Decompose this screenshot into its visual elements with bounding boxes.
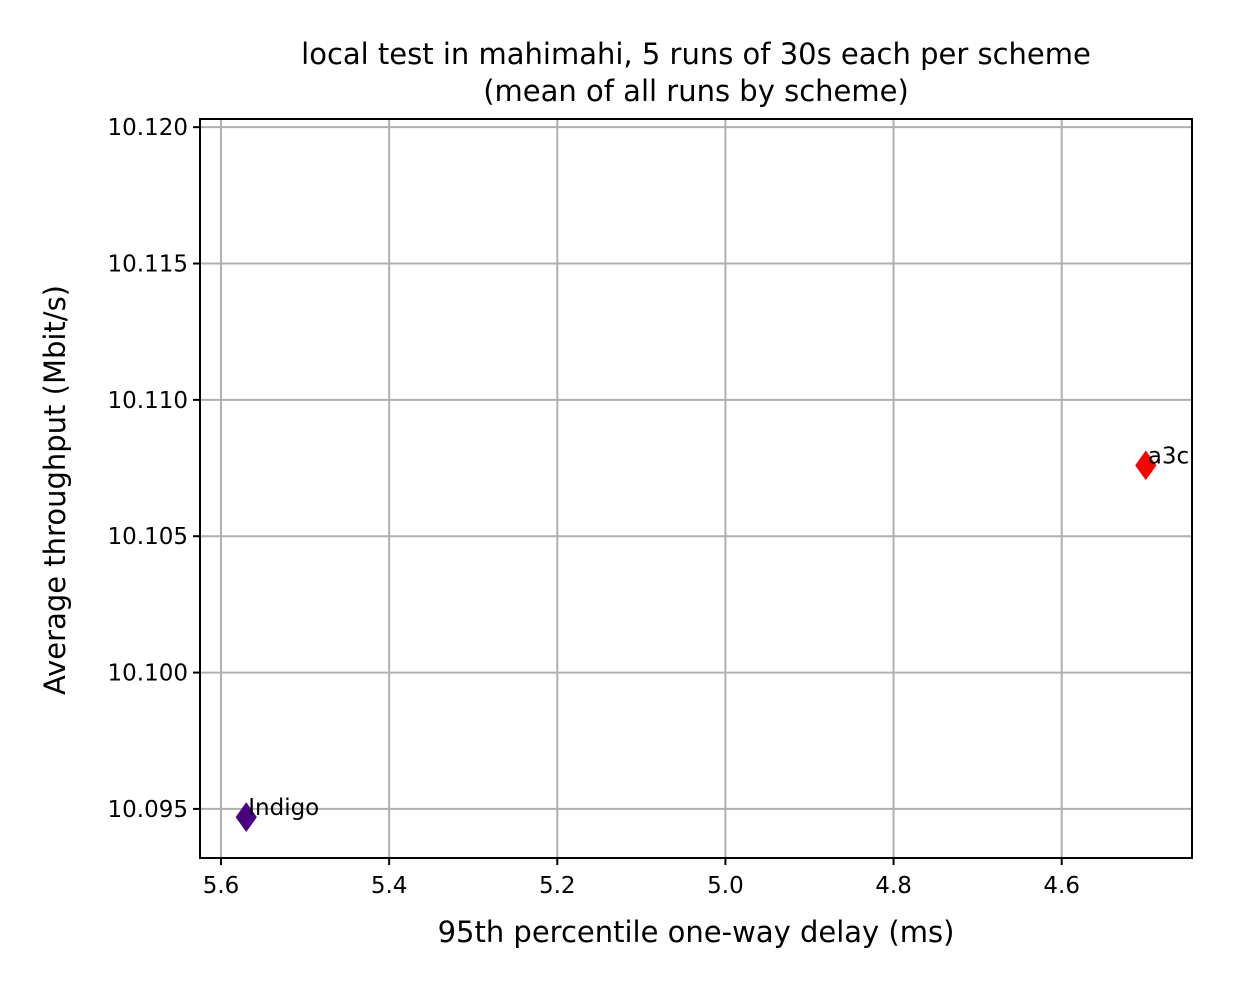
axis-ticks: 5.6 5.4 5.2 5.0 4.8 4.6 10.095 10.100 10.105 10.1…	[108, 115, 1080, 899]
y-tick-label: 10.110	[108, 388, 188, 414]
chart-subtitle: (mean of all runs by scheme)	[483, 74, 909, 108]
y-tick-label: 10.100	[108, 661, 188, 687]
y-axis-label: Average throughput (Mbit/s)	[38, 285, 72, 695]
plot-frame	[199, 118, 1193, 859]
y-tick-label: 10.120	[108, 115, 188, 141]
x-tick-label: 5.0	[707, 873, 744, 899]
y-tick-label: 10.095	[108, 797, 188, 823]
x-tick-label: 4.6	[1043, 873, 1080, 899]
y-tick-label: 10.105	[108, 524, 188, 550]
data-point-indigo	[235, 802, 257, 832]
y-tick-label: 10.115	[108, 252, 188, 278]
point-label-a3c: a3c	[1148, 443, 1189, 469]
grid-lines	[200, 119, 1192, 858]
x-tick-label: 5.4	[371, 873, 408, 899]
data-point-a3c	[1135, 450, 1157, 481]
point-label-indigo: Indigo	[248, 795, 319, 821]
x-tick-label: 4.8	[875, 873, 912, 899]
x-tick-label: 5.2	[539, 873, 576, 899]
x-axis-label: 95th percentile one-way delay (ms)	[438, 915, 955, 949]
x-tick-label: 5.6	[203, 873, 240, 899]
data-points: Indigo a3c	[235, 443, 1189, 832]
chart-title: local test in mahimahi, 5 runs of 30s ea…	[301, 37, 1091, 71]
